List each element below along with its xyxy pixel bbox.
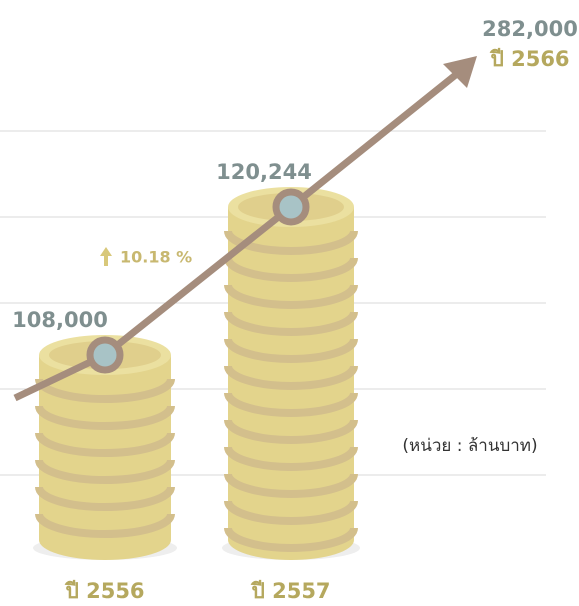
value-label: 108,000 bbox=[12, 308, 108, 332]
point-marker bbox=[276, 192, 306, 222]
chart: 282,000 ปี 2566 10.18 % (หน่วย : ล้านบาท… bbox=[0, 0, 579, 606]
x-tick-label: ปี 2557 bbox=[250, 579, 331, 603]
growth-label: 10.18 % bbox=[120, 248, 192, 267]
unit-label: (หน่วย : ล้านบาท) bbox=[402, 436, 537, 456]
point-marker bbox=[90, 340, 120, 370]
up-arrow-icon bbox=[100, 247, 112, 266]
target-value: 282,000 bbox=[482, 17, 578, 41]
x-tick-label: ปี 2556 bbox=[64, 579, 145, 603]
coin-stacks bbox=[33, 187, 360, 560]
value-label: 120,244 bbox=[216, 160, 312, 184]
target-label: ปี 2566 bbox=[489, 47, 570, 71]
